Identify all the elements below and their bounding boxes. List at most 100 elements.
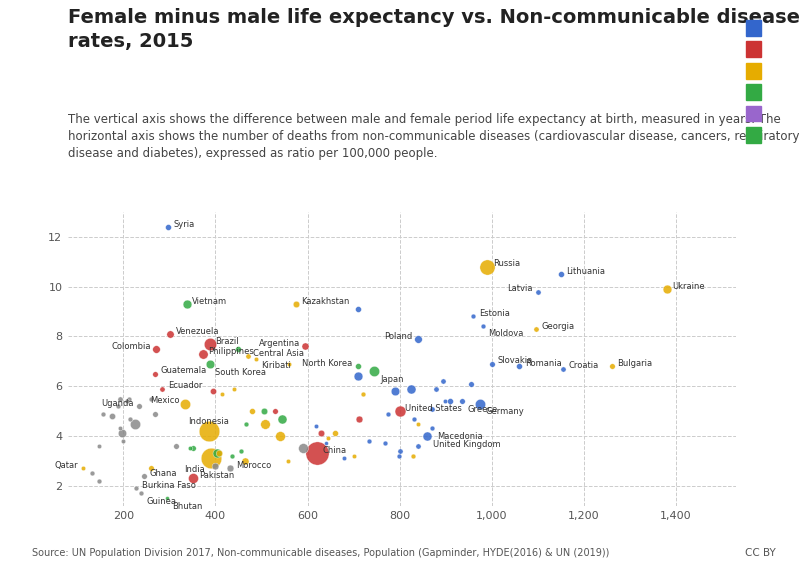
Point (187, 444, 200, 453)
Point (405, 384, 418, 393)
Point (465, 379, 478, 388)
Point (232, 344, 245, 353)
Point (437, 377, 450, 386)
Point (352, 305, 365, 314)
Point (145, 394, 158, 403)
Point (486, 359, 498, 368)
Point (242, 352, 254, 361)
Text: Syria: Syria (174, 220, 195, 228)
Point (246, 407, 258, 416)
Point (258, 419, 271, 428)
Text: Vietnam: Vietnam (193, 297, 227, 306)
Point (124, 414, 137, 423)
Point (156, 384, 169, 393)
Text: Bhutan: Bhutan (173, 502, 203, 511)
Point (315, 429, 328, 438)
Point (161, 494, 174, 503)
Point (282, 359, 295, 368)
Point (322, 434, 334, 443)
Text: Indonesia: Indonesia (188, 417, 229, 426)
Text: Pakistan: Pakistan (199, 471, 234, 480)
Point (382, 409, 394, 418)
Text: Morocco: Morocco (236, 461, 271, 470)
Point (474, 399, 486, 408)
Text: Kazakhstan: Kazakhstan (302, 297, 350, 306)
Point (181, 299, 194, 308)
Point (210, 449, 223, 458)
Text: Estonia: Estonia (479, 309, 510, 318)
Point (122, 394, 135, 403)
Point (455, 397, 468, 406)
Point (209, 461, 222, 470)
Text: Slovakia: Slovakia (498, 357, 533, 366)
Point (362, 436, 375, 445)
Point (203, 340, 216, 349)
Point (170, 441, 182, 450)
Text: Macedonia: Macedonia (438, 432, 483, 441)
Point (353, 414, 366, 423)
Point (444, 397, 457, 406)
Text: Guinea: Guinea (146, 497, 176, 506)
Point (276, 414, 289, 423)
Point (86, 469, 98, 478)
Text: Ukraine: Ukraine (673, 282, 705, 291)
Point (206, 386, 219, 396)
Point (338, 454, 351, 463)
Point (203, 359, 216, 368)
Point (179, 399, 192, 408)
Point (162, 222, 175, 231)
Text: South Korea: South Korea (215, 368, 266, 377)
Point (426, 424, 438, 433)
Point (239, 419, 252, 428)
Point (310, 449, 323, 458)
Point (202, 427, 215, 436)
Point (130, 484, 142, 493)
Text: India: India (185, 465, 206, 474)
Text: Moldova: Moldova (488, 329, 523, 338)
Text: Russia: Russia (493, 259, 520, 268)
Point (96, 409, 109, 418)
Point (297, 444, 310, 453)
Text: Central Asia: Central Asia (254, 349, 304, 358)
Point (145, 464, 158, 473)
Text: Colombia: Colombia (111, 341, 151, 350)
Point (426, 404, 438, 413)
Point (227, 384, 240, 393)
Point (274, 432, 286, 441)
Text: Philippines: Philippines (208, 346, 254, 355)
Point (196, 349, 209, 358)
Point (269, 407, 282, 416)
Point (216, 389, 229, 398)
Text: Lithuania: Lithuania (566, 267, 606, 276)
Text: Ghana: Ghana (150, 468, 177, 477)
Point (412, 419, 425, 428)
Point (389, 386, 402, 396)
Text: Guatemala: Guatemala (160, 367, 206, 375)
Text: Germany: Germany (486, 407, 525, 416)
Point (467, 312, 480, 321)
Point (134, 489, 147, 498)
Point (113, 394, 126, 403)
Text: The vertical axis shows the difference between male and female period life expec: The vertical axis shows the difference b… (68, 113, 799, 160)
Point (290, 299, 302, 308)
Text: Brazil: Brazil (215, 337, 239, 346)
Text: Argentina: Argentina (258, 339, 300, 348)
Point (114, 424, 126, 433)
Text: Source: UN Population Division 2017, Non-communicable diseases, Population (Gapm: Source: UN Population Division 2017, Non… (32, 547, 610, 558)
Point (224, 464, 237, 473)
Point (368, 367, 381, 376)
Text: CC BY: CC BY (746, 547, 776, 558)
Text: Qatar: Qatar (54, 461, 78, 470)
Text: Mexico: Mexico (150, 396, 180, 405)
Text: Croatia: Croatia (569, 362, 599, 371)
Point (557, 364, 570, 373)
Text: Burkina Faso: Burkina Faso (142, 481, 196, 490)
Text: Japan: Japan (380, 375, 403, 384)
Point (421, 432, 434, 441)
Text: Romania: Romania (525, 359, 562, 368)
Point (150, 344, 163, 353)
Text: Ecuador: Ecuador (168, 381, 202, 390)
Point (187, 474, 200, 483)
Text: Kiribati: Kiribati (262, 361, 291, 370)
Point (234, 446, 247, 455)
